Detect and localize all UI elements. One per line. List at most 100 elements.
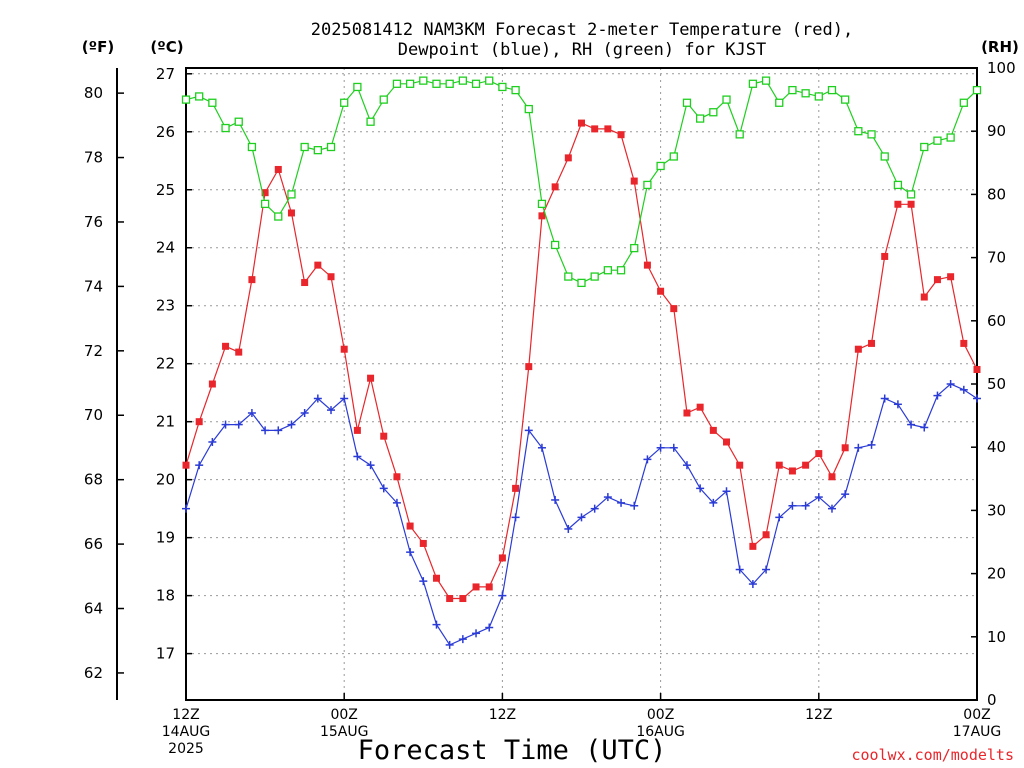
dewpoint-point [880, 394, 889, 403]
data-series [181, 76, 982, 649]
c-tick-label: 25 [156, 181, 175, 199]
rh-point [590, 272, 599, 281]
temperature-point [235, 348, 243, 356]
rh-point [524, 104, 533, 114]
temperature-series [182, 119, 981, 603]
temperature-point [498, 554, 506, 562]
c-tick-label: 24 [156, 239, 175, 257]
temperature-point [512, 484, 520, 492]
dewpoint-point [221, 420, 230, 429]
rh-point [287, 190, 296, 199]
rh-point [616, 266, 626, 275]
dewpoint-point [472, 629, 481, 638]
temperature-point [182, 461, 190, 469]
rh-point [814, 92, 823, 101]
temperature-point [340, 345, 348, 353]
rh-point [946, 133, 955, 142]
f-tick-label: 64 [84, 600, 103, 618]
rh-point [959, 98, 968, 107]
temperature-point [459, 595, 467, 603]
temperature-point [894, 200, 902, 208]
rh-point [972, 85, 982, 95]
dewpoint-point [564, 524, 573, 533]
dewpoint-point [551, 495, 560, 504]
f-tick-label: 70 [84, 406, 103, 424]
temperature-point [353, 426, 361, 434]
x-tick-label: 15AUG [320, 724, 369, 740]
temperature-point [696, 403, 704, 411]
rh-point [208, 98, 217, 107]
dewpoint-point [327, 406, 336, 415]
dewpoint-point [419, 577, 428, 586]
unit-c-label: (ºC) [150, 38, 183, 56]
dewpoint-point [379, 484, 388, 493]
temperature-point [525, 363, 533, 371]
dewpoint-point [577, 513, 586, 522]
c-tick-label: 23 [156, 297, 175, 315]
dewpoint-point [182, 504, 190, 513]
dewpoint-point [340, 394, 349, 403]
temperature-point [195, 418, 203, 426]
rh-point [221, 123, 230, 133]
x-tick-label: 12Z [172, 707, 199, 723]
dewpoint-point [234, 420, 243, 429]
rh-tick-label: 0 [987, 691, 997, 709]
rh-point [630, 243, 639, 253]
temperature-point [920, 293, 928, 301]
rh-point [195, 92, 204, 101]
rh-point [432, 79, 441, 88]
temperature-point [314, 261, 322, 269]
rh-tick-label: 40 [987, 438, 1006, 456]
dewpoint-point [485, 623, 494, 632]
c-tick-label: 21 [156, 413, 175, 431]
temperature-point [406, 522, 414, 530]
rh-point [260, 199, 270, 209]
temperature-point [630, 177, 638, 185]
rh-point [801, 89, 810, 98]
rh-point [366, 117, 375, 126]
temperature-point [617, 131, 625, 139]
dewpoint-point [893, 400, 902, 409]
rh-point [511, 85, 520, 95]
rh-point [933, 136, 942, 145]
dewpoint-point [287, 420, 296, 429]
temperature-point [868, 339, 876, 347]
temperature-point [248, 276, 256, 284]
temperature-point [841, 444, 849, 452]
rh-point [827, 85, 837, 95]
rh-point [577, 278, 586, 288]
dewpoint-point [709, 498, 718, 507]
rh-point [643, 180, 652, 190]
rh-point [419, 76, 428, 85]
temperature-point [446, 595, 454, 603]
rh-point [735, 130, 744, 139]
f-tick-label: 76 [84, 213, 103, 231]
rh-point [841, 95, 850, 104]
rh-axis: 0 10 20 30 40 50 60 70 80 90 100 [971, 59, 1016, 709]
rh-point [313, 146, 322, 155]
temperature-point [287, 209, 295, 217]
dewpoint-point [669, 443, 678, 452]
dewpoint-point [722, 487, 731, 496]
rh-point [498, 82, 507, 92]
rh-point [709, 108, 718, 117]
rh-point [920, 142, 929, 152]
temperature-point [657, 287, 665, 295]
dewpoint-point [814, 493, 823, 502]
dewpoint-series [182, 380, 981, 649]
dewpoint-point [432, 620, 441, 629]
temperature-point [960, 339, 968, 347]
rh-point [564, 272, 573, 281]
dewpoint-point [617, 498, 626, 507]
temperature-point [749, 542, 757, 550]
rh-tick-label: 20 [987, 565, 1006, 583]
rh-point [550, 240, 560, 250]
dewpoint-point [445, 640, 454, 649]
temperature-point [907, 200, 915, 208]
rh-point [392, 79, 402, 88]
temperature-point [709, 426, 717, 434]
temperature-point [261, 189, 269, 197]
rh-point [353, 82, 362, 92]
x-tick-label: 12Z [489, 707, 516, 723]
